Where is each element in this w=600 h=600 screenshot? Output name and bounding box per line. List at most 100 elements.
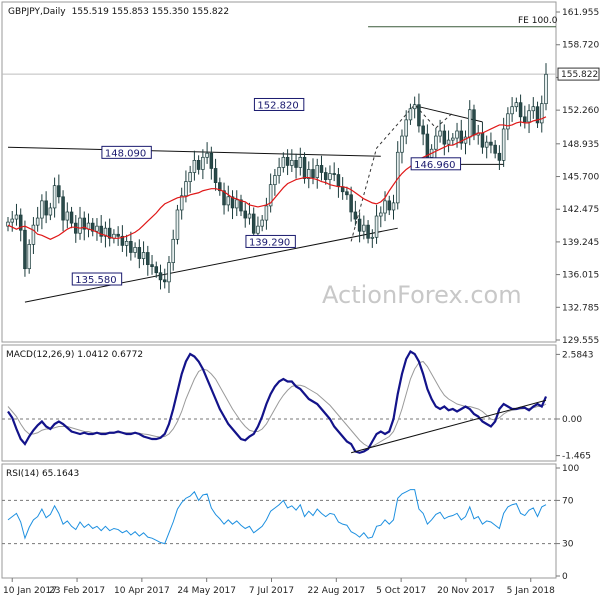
candle-body — [184, 181, 188, 197]
candle-body — [99, 225, 103, 237]
candle-body — [44, 200, 48, 216]
price-callout-box — [253, 97, 305, 111]
price-callout-box — [410, 157, 462, 171]
candle-body — [31, 224, 36, 245]
price-callout-box — [71, 272, 123, 286]
candle-body — [281, 156, 286, 168]
candle-body — [510, 106, 514, 115]
rsi-layer — [2, 489, 556, 545]
candle-body — [383, 200, 387, 214]
candle-body — [480, 132, 485, 148]
candle-body — [218, 182, 222, 192]
candle-body — [298, 156, 303, 168]
price-callout-label: 152.820 — [257, 100, 298, 111]
candle-body — [205, 152, 209, 158]
macd-y-tick-label: 2.5843 — [562, 350, 594, 360]
candle-body — [74, 222, 78, 234]
candle-body — [14, 214, 19, 220]
candle-body — [307, 169, 311, 179]
candle-body — [345, 191, 349, 196]
candle-body — [527, 110, 531, 123]
candle-body — [23, 229, 27, 270]
macd-trendline — [351, 399, 547, 454]
candle-body — [514, 102, 519, 108]
candle-body — [141, 252, 146, 259]
candle-body — [61, 196, 65, 221]
candle-body — [506, 113, 510, 130]
x-tick-label: 5 Jan 2018 — [507, 586, 555, 596]
candle-body — [425, 133, 430, 158]
x-tick-label: 10 Apr 2017 — [114, 586, 170, 596]
candle-body — [493, 144, 497, 154]
candle-body — [497, 152, 502, 161]
candle-body — [48, 207, 53, 216]
candle-body — [268, 184, 273, 207]
candle-body — [154, 266, 159, 274]
x-tick-label: 20 Nov 2017 — [437, 586, 495, 596]
candle-body — [328, 173, 332, 180]
candle-body — [311, 169, 315, 178]
rsi-panel-frame — [1, 463, 557, 579]
candle-body — [357, 218, 362, 232]
candle-body — [150, 264, 154, 268]
macd-y-tick-label: 0.00 — [562, 415, 582, 425]
rsi-y-tick-label: 30 — [562, 540, 574, 550]
candle-body — [124, 240, 129, 246]
candle-body — [544, 73, 548, 105]
candle-body — [531, 106, 536, 112]
candle-body — [35, 217, 40, 226]
candle-body — [192, 160, 197, 173]
price-callout-label: 139.290 — [249, 237, 290, 248]
candle-body — [213, 168, 218, 183]
candle-body — [230, 196, 235, 209]
price-y-tick-label: 158.720 — [562, 41, 599, 51]
candle-body — [362, 224, 366, 232]
candle-body — [65, 211, 70, 221]
price-y-tick-label: 129.555 — [562, 336, 599, 346]
candle-body — [188, 172, 192, 182]
price-y-tick-label: 136.015 — [562, 271, 599, 281]
candle-body — [90, 222, 95, 232]
candle-body — [243, 210, 247, 219]
candle-body — [408, 108, 413, 121]
macd-line — [7, 349, 548, 454]
axis-layer: 161.955158.720155.490152.260148.935145.7… — [3, 8, 600, 596]
candle-body — [315, 165, 319, 178]
candle-body — [285, 156, 290, 166]
price-panel-title: GBPJPY,Daily 155.519 155.853 155.350 155.… — [8, 7, 229, 17]
candle-body — [239, 199, 243, 212]
candle-body — [209, 152, 214, 169]
candle-body — [133, 247, 137, 253]
candle-body — [146, 252, 150, 265]
price-y-tick-label: 139.245 — [562, 238, 599, 248]
rsi-y-tick-label: 100 — [562, 464, 579, 474]
x-tick-label: 10 Jan 2017 — [3, 586, 57, 596]
candle-body — [319, 165, 324, 173]
candle-body — [374, 215, 379, 238]
candle-body — [247, 213, 252, 219]
rsi-line — [7, 489, 547, 545]
candle-body — [103, 227, 108, 237]
wave-projection-line — [350, 103, 454, 242]
support-line — [24, 227, 398, 303]
moving-average-line — [7, 116, 547, 240]
macd-layer — [2, 349, 556, 454]
last-price-box — [557, 67, 600, 81]
price-y-tick-label: 142.475 — [562, 205, 599, 215]
price-y-tick-label: 148.935 — [562, 140, 599, 150]
candle-body — [251, 213, 256, 234]
macd-y-tick-label: -1.465 — [562, 452, 591, 462]
candle-body — [438, 130, 442, 137]
candle-body — [95, 225, 99, 232]
candle-body — [10, 218, 14, 223]
candle-body — [501, 128, 506, 161]
symbol-label: GBPJPY,Daily — [8, 7, 66, 17]
last-price-label: 155.822 — [561, 70, 598, 80]
candle-body — [264, 205, 269, 221]
candle-body — [349, 194, 353, 213]
candle-body — [226, 196, 231, 206]
candle-body — [27, 244, 31, 270]
x-tick-label: 5 Oct 2017 — [376, 586, 426, 596]
candle-body — [489, 141, 493, 146]
candle-body — [366, 224, 370, 239]
